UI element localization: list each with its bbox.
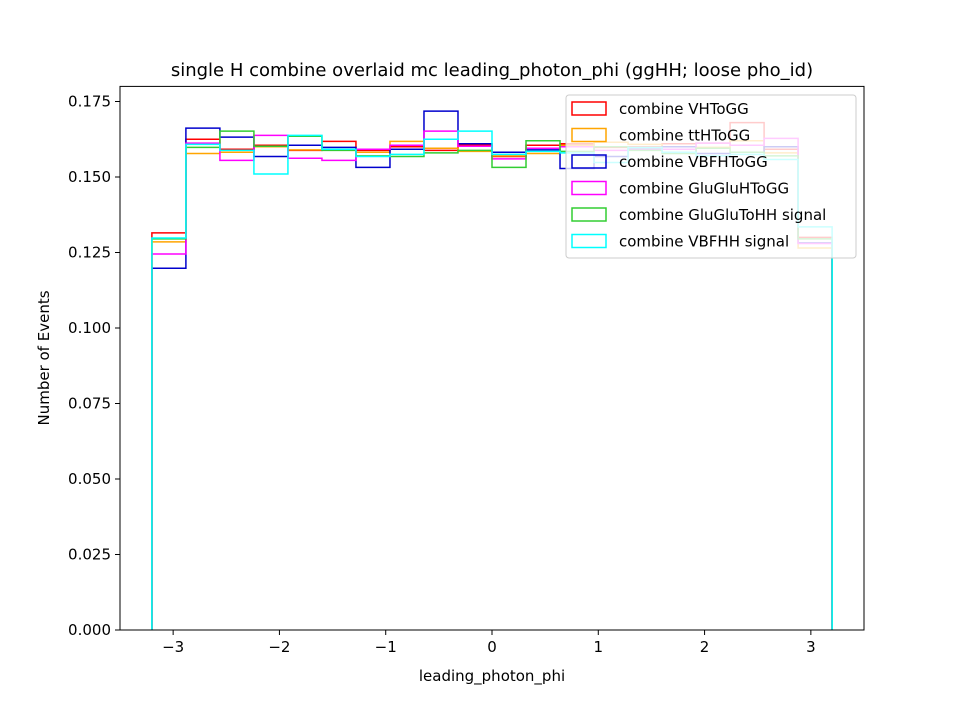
legend-label: combine GluGluHToGG	[619, 180, 789, 198]
y-tick-label: 0.050	[68, 470, 111, 488]
legend-label: combine VHToGG	[619, 100, 749, 118]
legend-label: combine VBFHH signal	[619, 233, 789, 251]
x-tick-label: 1	[594, 638, 604, 656]
x-tick-label: −3	[162, 638, 184, 656]
legend-swatch	[571, 127, 607, 143]
x-tick-label: 2	[700, 638, 710, 656]
legend-label: combine GluGluToHH signal	[619, 206, 826, 224]
y-axis-ticks: 0.000 0.025 0.050 0.075 0.100 0.125 0.150 0.175	[68, 93, 120, 639]
y-axis-label: Number of Events	[35, 290, 53, 425]
y-tick-label: 0.150	[68, 168, 111, 186]
y-tick-label: 0.100	[68, 319, 111, 337]
x-axis-ticks: −3 −2 −1 0 1 2 3	[162, 630, 816, 656]
legend-swatch	[571, 154, 607, 169]
legend-swatch	[571, 207, 607, 222]
y-tick-label: 0.025	[68, 546, 111, 564]
x-tick-label: −2	[268, 638, 290, 656]
y-tick-label: 0.000	[68, 621, 111, 639]
x-axis-label: leading_photon_phi	[419, 667, 565, 686]
legend: combine VHToGG combine ttHToGG combine VBF…	[565, 94, 857, 259]
x-tick-label: 3	[806, 638, 816, 656]
y-tick-label: 0.125	[68, 244, 111, 262]
x-tick-label: −1	[375, 638, 397, 656]
legend-swatch	[571, 101, 607, 116]
legend-label: combine ttHToGG	[619, 127, 750, 145]
legend-swatch	[571, 233, 607, 249]
legend-label: combine VBFHToGG	[619, 153, 768, 171]
y-tick-label: 0.175	[68, 93, 111, 111]
x-tick-label: 0	[487, 638, 497, 656]
chart-title: single H combine overlaid mc leading_pho…	[171, 60, 813, 81]
legend-swatch	[571, 180, 607, 196]
y-tick-label: 0.075	[68, 395, 111, 413]
plot-area: −3 −2 −1 0 1 2 3 0.000 0.025 0.050 0.075 0.100 0.12…	[68, 85, 865, 656]
legend-box	[565, 94, 857, 259]
